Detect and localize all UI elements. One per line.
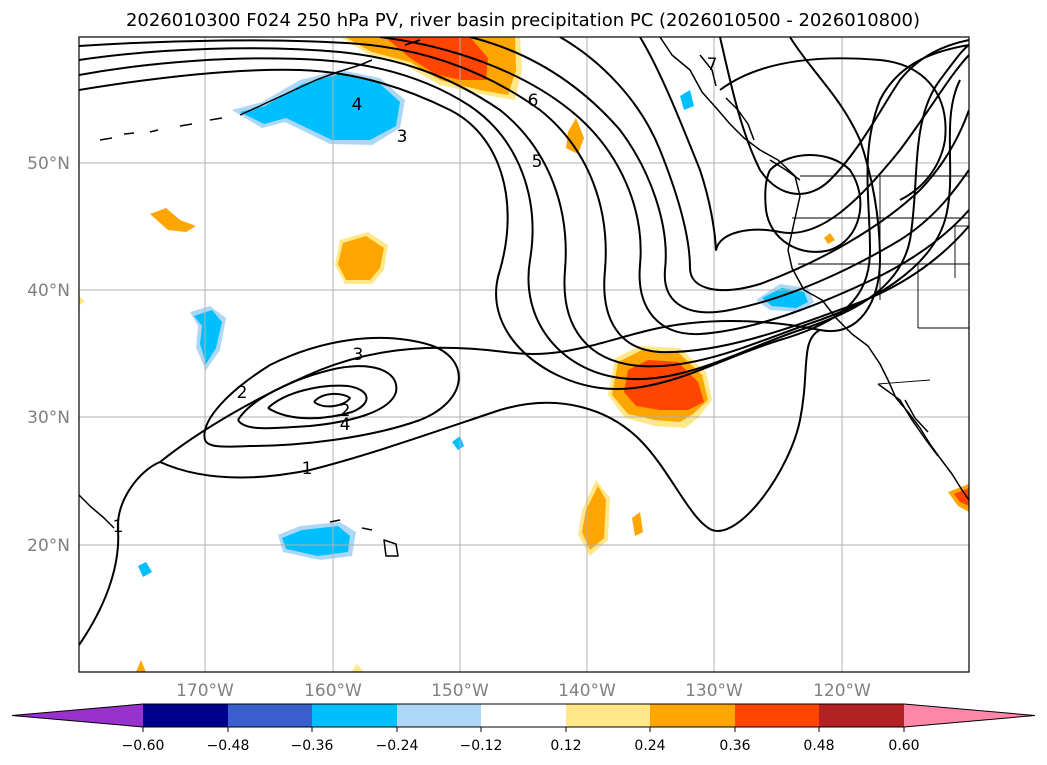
baja-coast bbox=[877, 383, 939, 457]
colorbar-tick-label: −0.36 bbox=[291, 738, 334, 754]
shade-blob-21n bbox=[632, 512, 643, 536]
shade-blob-52n bbox=[566, 118, 584, 154]
colorbar-ticks bbox=[142, 727, 905, 732]
map-title: 2026010300 F024 250 hPa PV, river basin … bbox=[126, 10, 920, 31]
pv-ridge-5 bbox=[379, 37, 969, 336]
state-borders bbox=[792, 175, 969, 385]
lon-label: 170°W bbox=[176, 681, 234, 701]
colorbar-tick-label: −0.48 bbox=[207, 738, 250, 754]
colorbar-segment bbox=[143, 704, 228, 727]
pv-ridge-4 bbox=[79, 39, 969, 354]
pv-contour-4 bbox=[267, 384, 368, 420]
pv-contours bbox=[79, 37, 969, 646]
bc-islands bbox=[699, 54, 801, 181]
contour-label: 7 bbox=[707, 55, 718, 75]
shade-blob-23n-mid bbox=[582, 486, 606, 550]
lon-label: 160°W bbox=[304, 681, 362, 701]
contour-label: 2 bbox=[340, 401, 351, 421]
colorbar-segment bbox=[819, 704, 904, 727]
colorbar-segment bbox=[228, 704, 312, 727]
pv-contour-3 bbox=[237, 365, 398, 430]
pv-contour-1b bbox=[159, 329, 821, 532]
shade-blob-18n bbox=[138, 562, 152, 577]
colorbar-segment bbox=[650, 704, 735, 727]
pv-closed-ak bbox=[719, 57, 947, 201]
shade-california-mid bbox=[762, 288, 808, 308]
pv-ridge-3 bbox=[79, 47, 961, 368]
colorbar-tick-label: 0.24 bbox=[634, 738, 665, 754]
colorbar: −0.60 −0.48 −0.36 −0.24 −0.12 0.12 0.24 … bbox=[11, 703, 1036, 754]
north-america-coast bbox=[659, 37, 969, 501]
lon-label: 120°W bbox=[813, 681, 871, 701]
colorbar-tick-label: −0.60 bbox=[122, 738, 165, 754]
pv-ridge-8 bbox=[639, 37, 969, 251]
contour-label: 3 bbox=[353, 345, 364, 365]
pv-contour-2 bbox=[203, 336, 460, 448]
shade-blob-28n bbox=[452, 436, 464, 450]
pv-closed-bc bbox=[764, 154, 862, 253]
lat-label: 20°N bbox=[27, 536, 70, 556]
shade-blob-tiny-4 bbox=[824, 233, 835, 244]
contour-label: 3 bbox=[397, 127, 408, 147]
aleutian-dots bbox=[99, 117, 223, 141]
contour-label: 2 bbox=[237, 383, 248, 403]
lon-label: 150°W bbox=[431, 681, 489, 701]
shade-blob-45n bbox=[150, 208, 196, 232]
shade-aleutian-mid bbox=[240, 74, 400, 140]
colorbar-tick-label: −0.24 bbox=[376, 738, 419, 754]
lat-label: 50°N bbox=[27, 154, 70, 174]
pv-contour-5 bbox=[313, 392, 351, 408]
colorbar-segment bbox=[397, 704, 481, 727]
pv-ridge-2 bbox=[79, 44, 969, 381]
west-coast-land bbox=[79, 494, 115, 529]
map-frame bbox=[78, 36, 970, 673]
pv-contour-1 bbox=[79, 37, 881, 646]
longitude-axis: 170°W 160°W 150°W 140°W 130°W 120°W bbox=[176, 681, 871, 701]
colorbar-tick-label: −0.12 bbox=[460, 738, 503, 754]
colorbar-segment bbox=[312, 704, 397, 727]
colorbar-tick-label: 0.60 bbox=[888, 738, 919, 754]
graticule bbox=[79, 37, 969, 672]
pv-ridge-1 bbox=[79, 44, 969, 391]
contour-label: 5 bbox=[532, 152, 543, 172]
colorbar-segment bbox=[735, 704, 819, 727]
pv-ridge-6 bbox=[469, 37, 969, 314]
colorbar-tick-label: 0.48 bbox=[803, 738, 834, 754]
colorbar-segment bbox=[481, 704, 566, 727]
contour-label: 1 bbox=[302, 459, 313, 479]
lat-label: 30°N bbox=[27, 408, 70, 428]
lon-label: 130°W bbox=[685, 681, 743, 701]
shade-blob-tiny-3 bbox=[79, 296, 85, 306]
shade-37n-mid bbox=[194, 310, 222, 364]
shade-blob-tiny-1 bbox=[136, 660, 146, 672]
lat-label: 40°N bbox=[27, 281, 70, 301]
contour-label: 6 bbox=[528, 91, 539, 111]
map-area: 1 2 3 4 5 6 7 2 3 4 1 bbox=[79, 37, 969, 672]
colorbar-max-extension bbox=[904, 704, 1035, 727]
shade-blob-mexico-strong bbox=[954, 488, 969, 506]
contour-labels: 1 2 3 4 5 6 7 2 3 4 1 bbox=[113, 55, 718, 537]
shade-bc-mid bbox=[680, 90, 694, 110]
hawaii-islands bbox=[329, 519, 399, 557]
shade-blob-tiny-2 bbox=[351, 664, 364, 672]
pv-ridge-7 bbox=[559, 37, 969, 291]
contour-label: 4 bbox=[352, 95, 363, 115]
pv-ridge-9 bbox=[719, 37, 969, 195]
latitude-axis: 50°N 40°N 30°N 20°N bbox=[27, 154, 70, 556]
lon-label: 140°W bbox=[558, 681, 616, 701]
colorbar-tick-label: 0.36 bbox=[719, 738, 750, 754]
shade-blob-40n bbox=[338, 236, 384, 280]
contour-label: 1 bbox=[113, 517, 124, 537]
colorbar-min-extension bbox=[12, 704, 143, 727]
colorbar-segment bbox=[566, 704, 650, 727]
contour-label: 4 bbox=[340, 415, 351, 435]
colorbar-tick-label: 0.12 bbox=[550, 738, 581, 754]
